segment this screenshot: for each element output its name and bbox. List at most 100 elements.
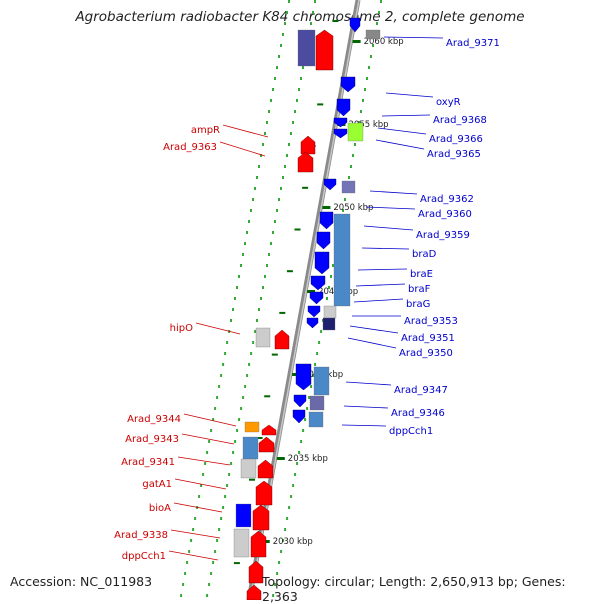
track-dot xyxy=(362,99,364,102)
track-dot xyxy=(274,220,276,223)
track-dot xyxy=(316,352,319,355)
track-dot xyxy=(368,66,370,69)
gene-label-right: Arad_9346 xyxy=(391,408,445,419)
track-dot xyxy=(292,121,294,124)
reverse-gene-arrow xyxy=(323,178,337,191)
kbp-tick xyxy=(352,40,361,43)
track-dot xyxy=(358,121,360,124)
track-dot xyxy=(282,176,284,179)
reverse-gene-arrow xyxy=(316,231,331,250)
gene-label-left: dppCch1 xyxy=(122,551,166,562)
gene-box-steel xyxy=(308,411,324,428)
track-dot xyxy=(266,264,268,267)
track-dot xyxy=(202,473,205,476)
track-dot xyxy=(204,462,207,465)
reverse-gene-arrow xyxy=(314,251,330,275)
gene-label-left: Arad_9344 xyxy=(127,414,181,425)
track-dot xyxy=(296,99,298,102)
track-dot xyxy=(292,484,295,487)
gene-label-right: Arad_9359 xyxy=(416,230,470,241)
track-dot xyxy=(364,88,366,91)
track-dot xyxy=(206,594,209,597)
forward-gene-arrow xyxy=(315,29,334,71)
gene-box-gray xyxy=(255,327,271,348)
track-dot xyxy=(314,363,317,366)
track-dot xyxy=(288,506,291,509)
track-dot xyxy=(332,264,334,267)
track-dot xyxy=(280,44,282,47)
gene-label-right: Arad_9371 xyxy=(446,38,500,49)
feature-track-dots xyxy=(180,0,382,597)
track-dot xyxy=(260,154,262,157)
track-dot xyxy=(290,132,292,135)
track-dot xyxy=(276,572,279,575)
gene-box-lime xyxy=(347,122,364,142)
forward-gene-arrow xyxy=(252,504,270,531)
track-dot xyxy=(278,55,280,58)
track-dot xyxy=(278,198,280,201)
track-dot xyxy=(298,88,300,91)
gene-label-right: Arad_9347 xyxy=(394,385,448,396)
track-dot xyxy=(186,561,189,564)
gene-box-dark xyxy=(322,317,336,331)
gene-label-right: Arad_9353 xyxy=(404,316,458,327)
track-dot xyxy=(284,528,287,531)
gene-label-right: braD xyxy=(412,249,437,260)
minor-tick xyxy=(233,562,240,565)
track-dot xyxy=(348,176,350,179)
leader-line xyxy=(375,139,425,150)
track-dot xyxy=(218,528,221,531)
leader-line xyxy=(385,92,434,98)
track-dot xyxy=(238,275,240,278)
track-dot xyxy=(286,517,289,520)
track-dot xyxy=(248,363,251,366)
track-dot xyxy=(228,473,231,476)
forward-gene-arrow xyxy=(261,424,277,436)
leader-line xyxy=(174,478,227,490)
track-dot xyxy=(214,550,217,553)
track-dot xyxy=(244,385,247,388)
track-dot xyxy=(218,385,221,388)
gene-label-left: hipO xyxy=(170,323,193,334)
track-dot xyxy=(210,429,213,432)
track-dot xyxy=(354,143,356,146)
track-dot xyxy=(258,165,260,168)
gene-box-gray xyxy=(240,458,257,479)
gene-box-purple xyxy=(309,395,325,411)
gene-box-blue xyxy=(235,503,252,528)
reverse-gene-arrow xyxy=(310,275,326,291)
track-dot xyxy=(234,440,237,443)
minor-tick xyxy=(332,20,339,22)
track-dot xyxy=(216,396,219,399)
track-dot xyxy=(344,198,346,201)
minor-tick xyxy=(294,228,301,231)
track-dot xyxy=(312,11,314,14)
track-dot xyxy=(208,440,211,443)
track-dot xyxy=(318,341,321,344)
track-dot xyxy=(220,374,223,377)
track-dot xyxy=(192,528,195,531)
gene-label-left: bioA xyxy=(149,503,171,514)
gene-label-right: Arad_9362 xyxy=(420,194,474,205)
track-dot xyxy=(240,407,243,410)
track-dot xyxy=(200,484,203,487)
gene-box-purple xyxy=(341,180,356,194)
track-dot xyxy=(234,297,236,300)
track-dot xyxy=(226,341,229,344)
track-dot xyxy=(376,22,378,25)
track-dot xyxy=(236,286,238,289)
track-dot xyxy=(230,319,232,322)
gene-label-right: Arad_9350 xyxy=(399,348,453,359)
track-dot xyxy=(320,330,323,333)
forward-gene-arrow xyxy=(246,584,262,600)
gene-label-left: Arad_9343 xyxy=(125,434,179,445)
leader-line xyxy=(345,381,392,386)
track-dot xyxy=(190,539,193,542)
leader-line xyxy=(183,413,237,427)
track-dot xyxy=(246,231,248,234)
track-dot xyxy=(314,0,316,3)
track-dot xyxy=(268,110,270,113)
track-dot xyxy=(248,220,250,223)
track-dot xyxy=(296,462,299,465)
track-dot xyxy=(262,286,264,289)
